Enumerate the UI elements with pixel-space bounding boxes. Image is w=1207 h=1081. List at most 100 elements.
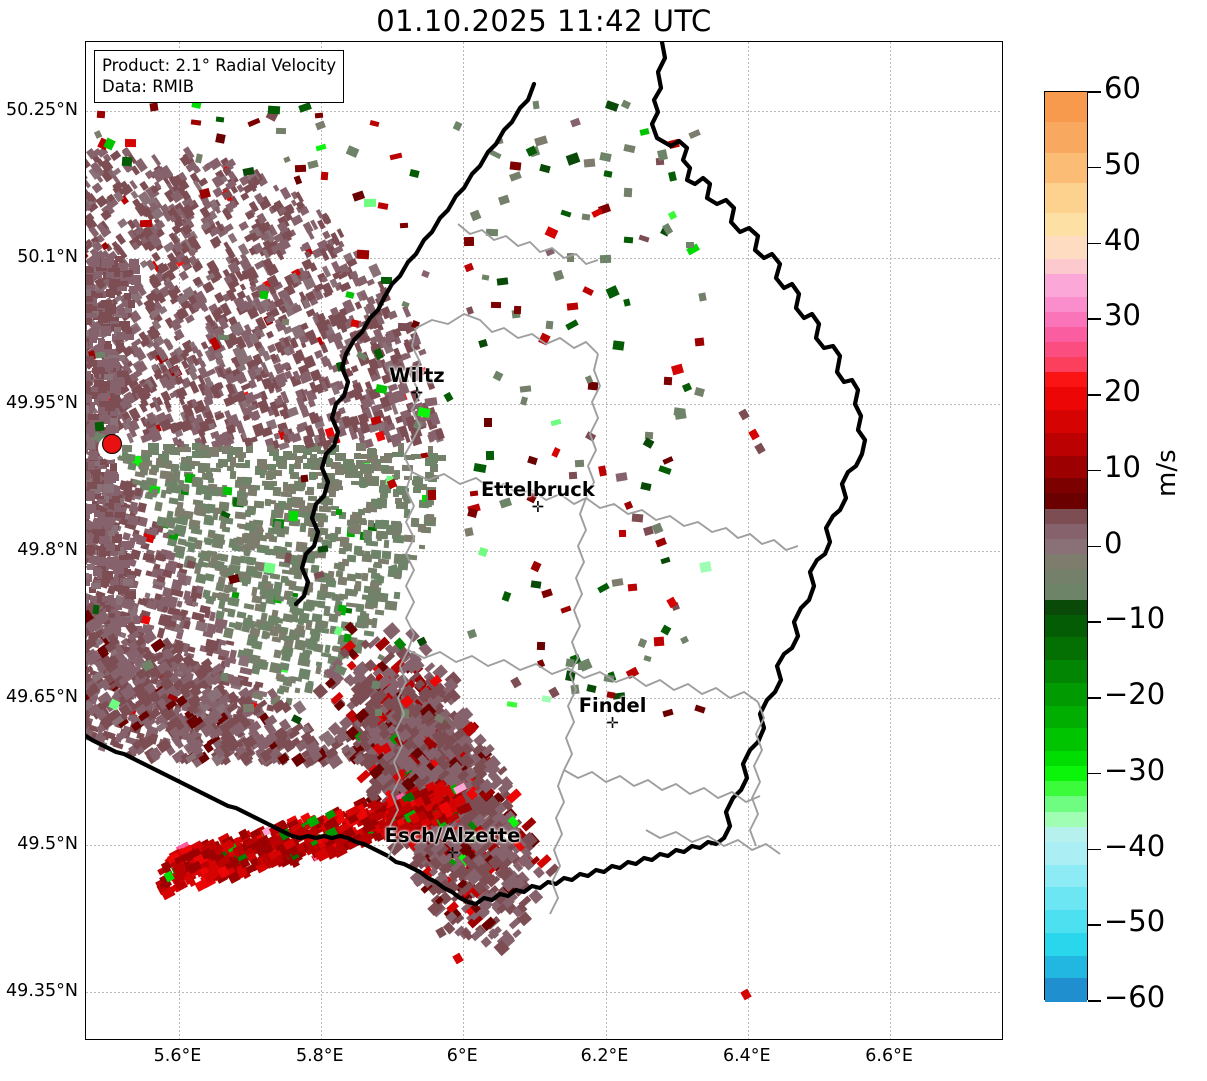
radar-echo-cell: [192, 443, 202, 450]
radar-echo-cell: [111, 496, 120, 503]
radar-echo-cell: [86, 312, 89, 319]
radar-echo-cell: [109, 418, 119, 428]
radar-echo-cell: [108, 291, 115, 299]
radar-echo-cell: [355, 442, 366, 452]
radar-echo-cell: [120, 311, 129, 319]
radar-echo-cell: [93, 471, 100, 482]
radar-echo-cell: [117, 547, 125, 556]
radar-echo-cell: [103, 472, 114, 478]
radar-echo-cell: [86, 395, 92, 403]
grid-line-vertical: [463, 42, 465, 1039]
radar-echo-cell: [105, 560, 115, 569]
radar-echo-cell: [88, 587, 97, 593]
radar-echo-cell: [99, 401, 110, 407]
radar-echo-cell: [108, 595, 115, 603]
radar-echo-cell: [86, 423, 98, 431]
radar-echo-cell: [86, 297, 93, 303]
radar-echo-cell: [126, 269, 133, 277]
radar-echo-cell: [107, 531, 115, 541]
radar-echo-cell: [106, 425, 117, 433]
radar-echo-cell: [123, 328, 133, 334]
radar-echo-cell: [90, 360, 97, 367]
radar-echo-cell: [86, 337, 89, 346]
radar-echo-cell: [86, 406, 95, 412]
radar-echo-cell: [119, 568, 131, 576]
radar-echo-cell: [131, 275, 142, 285]
radar-echo-cell: [101, 604, 112, 613]
radar-echo-cell: [123, 579, 133, 586]
radar-echo-cell: [117, 263, 128, 272]
grid-line-horizontal: [86, 992, 1002, 993]
radar-echo-cell: [86, 312, 97, 319]
radar-echo-cell: [117, 285, 127, 292]
radar-echo-cell: [110, 411, 118, 417]
radar-echo-cell: [109, 462, 118, 472]
radar-echo-cell: [111, 560, 121, 568]
radar-echo-cell: [98, 595, 111, 601]
radar-echo-cell: [111, 620, 119, 629]
radar-echo-cell: [86, 373, 92, 381]
radar-echo-cell: [108, 368, 119, 376]
radar-echo-cell: [112, 564, 124, 574]
radar-echo-cell: [86, 577, 90, 587]
radar-echo-cell: [91, 467, 101, 477]
radar-echo-cell: [105, 519, 113, 528]
radar-echo-cell: [87, 413, 99, 420]
radar-echo-cell: [86, 545, 95, 554]
radar-echo-cell: [115, 255, 124, 263]
radar-echo-cell: [88, 460, 95, 471]
radar-echo-cell: [101, 300, 113, 308]
radar-echo-cell: [111, 535, 120, 544]
radar-echo-cell: [113, 502, 121, 511]
grid-line-horizontal: [86, 110, 1002, 112]
radar-echo-cell: [104, 305, 116, 314]
radar-echo-cell: [111, 259, 119, 270]
radar-echo-cell: [86, 387, 91, 395]
radar-echo-cell: [97, 359, 105, 368]
radar-map-plot[interactable]: Wiltz ✛ Ettelbruck ✛ Findel ✛ Esch/Alzette ✛ Pr…: [85, 41, 1003, 1040]
radar-echo-cell: [98, 404, 106, 411]
radar-echo-cell: [100, 381, 111, 392]
radar-echo-cell: [86, 448, 89, 454]
radar-echo-cell: [114, 512, 125, 519]
radar-echo-cell: [118, 307, 125, 315]
radar-echo-cell: [125, 306, 132, 313]
radar-echo-cell: [113, 545, 120, 551]
radar-echo-cell: [90, 257, 101, 267]
radar-echo-cell: [94, 293, 104, 299]
radar-echo-cell: [93, 566, 101, 577]
radar-echo-cell: [106, 348, 118, 357]
radar-echo-cell: [102, 358, 111, 367]
radar-echo-cell: [98, 337, 105, 348]
grid-line-vertical: [747, 42, 749, 1039]
radar-echo-cell: [103, 417, 112, 424]
radar-echo-cell: [100, 459, 108, 466]
radar-echo-cell: [86, 478, 91, 486]
radar-echo-cell: [103, 484, 115, 493]
radar-echo-cell: [114, 327, 121, 337]
radar-echo-cell: [92, 366, 104, 374]
radar-echo-cell: [86, 504, 97, 514]
radar-echo-cell: [88, 284, 96, 293]
radar-echo-cell: [117, 371, 128, 377]
radar-echo-cell: [119, 616, 132, 625]
radar-echo-cell: [86, 324, 87, 334]
radar-echo-cell: [86, 304, 93, 314]
radar-echo-cell: [112, 375, 120, 382]
radar-echo-cell: [86, 332, 89, 343]
radar-echo-cell: [86, 594, 89, 604]
radar-echo-cell: [90, 596, 97, 606]
radar-echo-cell: [91, 555, 102, 564]
radar-echo-cell: [86, 350, 91, 360]
radar-echo-cell: [86, 427, 94, 434]
radar-echo-cell: [107, 498, 115, 506]
radar-echo-cell: [105, 511, 113, 517]
radar-echo-cell: [106, 429, 115, 436]
radar-echo-cell: [93, 509, 101, 517]
radar-echo-cell: [116, 379, 126, 388]
radar-echo-cell: [86, 415, 87, 422]
radar-echo-cell: [97, 558, 108, 567]
radar-echo-cell: [91, 334, 98, 340]
radar-echo-cell: [86, 363, 87, 372]
radar-echo-cell: [110, 471, 119, 481]
